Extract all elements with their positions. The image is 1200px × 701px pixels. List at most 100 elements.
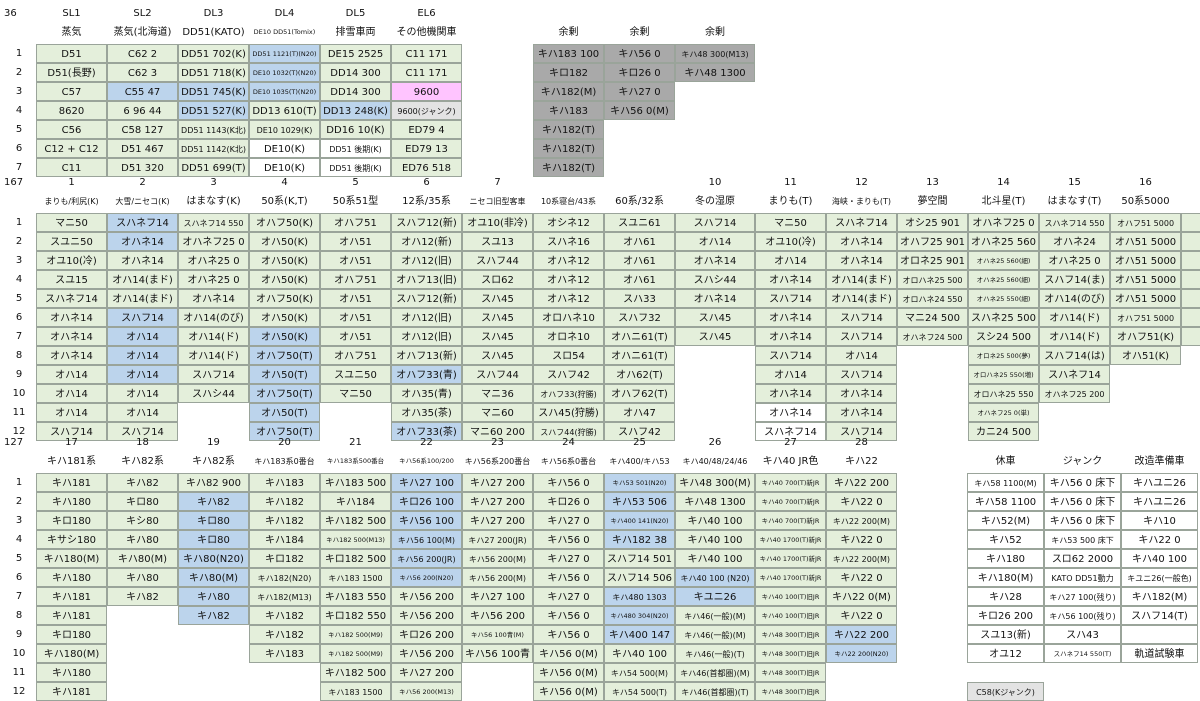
car-cell: キユニ26(一般色) (1121, 568, 1198, 587)
car-cell: キハ180(M) (36, 549, 107, 568)
column-number: 14 (997, 177, 1010, 188)
column-name: 余剰 (629, 27, 650, 38)
car-cell: キハ22 200 (826, 625, 897, 644)
car-cell: オハ14 (107, 346, 178, 365)
car-cell: キハ56 0(M) (604, 101, 675, 120)
car-cell: キハ182 (249, 492, 320, 511)
car-cell: オハフ25 901 (897, 232, 968, 251)
column-name: 余剰 (558, 27, 579, 38)
car-cell: ED79 4 (391, 120, 462, 139)
car-cell: オハ14 (36, 403, 107, 422)
row-number: 7 (15, 162, 23, 173)
car-cell: DD51 後期(K) (320, 139, 391, 158)
row-number: 5 (15, 293, 23, 304)
column-name: キハ22 (845, 456, 878, 467)
car-cell: オハネ25 550(細) (968, 289, 1039, 308)
car-cell: キロ26 100 (391, 492, 462, 511)
column-name: 50系5000 (1121, 196, 1170, 207)
car-cell: キハ184 (249, 530, 320, 549)
column-number: 13 (926, 177, 939, 188)
car-cell: スロ62 2000 (1044, 549, 1121, 568)
car-cell: キハ80 (107, 530, 178, 549)
car-cell: キハ27 100 (462, 587, 533, 606)
column-number: SL2 (133, 8, 152, 19)
car-cell: マニ50 (36, 213, 107, 232)
car-cell: オハネ12 (533, 289, 604, 308)
car-cell: オハニ61(T) (604, 346, 675, 365)
car-cell: キハ182(T) (533, 158, 604, 177)
car-cell: オハネ14 (36, 327, 107, 346)
car-cell: キハ56 0 床下 (1044, 473, 1121, 492)
car-cell: オハネ14 (675, 289, 755, 308)
car-cell: オロハネ24 550 (897, 289, 968, 308)
car-cell: キハ183 100 (533, 44, 604, 63)
car-cell: キハ40 700(T)新JR (755, 492, 826, 511)
row-number: 4 (15, 534, 23, 545)
car-cell: キハ56 200(M) (462, 549, 533, 568)
car-cell: キハ80(M) (178, 568, 249, 587)
car-cell: オハフ62(T) (604, 384, 675, 403)
column-number: 4 (281, 177, 288, 188)
row-number: 8 (15, 350, 23, 361)
car-cell: スハネフ14 550 (178, 213, 249, 232)
column-name: キハ56系200番台 (464, 457, 531, 466)
car-cell: オハ51 5000 (1110, 289, 1181, 308)
car-cell: C55 47 (107, 82, 178, 101)
car-cell: オハフ51 5000 (1110, 308, 1181, 327)
row-number: 3 (15, 86, 23, 97)
column-name: 50系(K,T) (261, 196, 308, 207)
car-cell: キハ48 300(M) (675, 473, 755, 492)
column-name: 夢空間 (917, 196, 948, 207)
car-cell: スハフ14 (107, 308, 178, 327)
car-cell: キハ80(N20) (178, 549, 249, 568)
car-cell: オロハネ10 (533, 308, 604, 327)
row-number: 3 (15, 515, 23, 526)
column-name: 休車 (995, 456, 1016, 467)
car-cell: DD51 745(K) (178, 82, 249, 101)
car-cell: オハ50(K) (249, 327, 320, 346)
car-cell: キハ48 1300 (675, 63, 755, 82)
car-cell: オハネ14 (675, 251, 755, 270)
car-cell: キハ183 550 (320, 587, 391, 606)
car-cell: キハ27 0 (533, 587, 604, 606)
car-cell: オハネ25 560 (968, 232, 1039, 251)
car-cell: DD13 610(T) (249, 101, 320, 120)
car-cell: キロ182 (533, 63, 604, 82)
car-cell: オハ35(茶) (391, 403, 462, 422)
car-cell: キハ40 700(T)新JR (755, 511, 826, 530)
car-cell (1181, 327, 1200, 346)
car-cell: キロ26 0 (604, 63, 675, 82)
car-cell: キハ56 200(M) (462, 568, 533, 587)
car-cell: オハ51 (320, 289, 391, 308)
column-number: 28 (855, 437, 868, 448)
car-cell: キハ48 300(T)旧JR (755, 644, 826, 663)
car-cell: キハ27 200 (462, 473, 533, 492)
car-cell: オハ50(K) (249, 232, 320, 251)
car-cell: スハ33 (604, 289, 675, 308)
column-name: 12系/35系 (402, 196, 451, 207)
car-cell: オハフ33(狩勝) (533, 384, 604, 403)
car-cell: オハ12(旧) (391, 327, 462, 346)
car-cell: スハフ42 (604, 422, 675, 441)
car-cell: DE10(K) (249, 139, 320, 158)
car-cell: オハ14 (755, 251, 826, 270)
car-cell: スハネフ14 550(T) (1044, 644, 1121, 663)
car-cell: スハネフ14 (1039, 365, 1110, 384)
column-number: 24 (562, 437, 575, 448)
car-cell: キハ82 900 (178, 473, 249, 492)
car-cell: カニ24 500 (968, 422, 1039, 441)
car-cell: キハ27 200 (391, 663, 462, 682)
car-cell: オハ14 (107, 403, 178, 422)
car-cell: オハネ14 (178, 289, 249, 308)
car-cell: オハフ13(新) (391, 346, 462, 365)
car-cell: キハ181 (36, 473, 107, 492)
car-cell: スロ54 (533, 346, 604, 365)
car-cell: オハ12(新) (391, 232, 462, 251)
car-cell: スハシ44 (178, 384, 249, 403)
car-cell: スハフ44(狩勝) (533, 422, 604, 441)
car-cell: キハ22 0 (826, 606, 897, 625)
car-cell: D51(長野) (36, 63, 107, 82)
car-cell: キハ182 (249, 511, 320, 530)
car-cell: スハフ14 (107, 422, 178, 441)
car-cell: キハ27 200(JR) (462, 530, 533, 549)
